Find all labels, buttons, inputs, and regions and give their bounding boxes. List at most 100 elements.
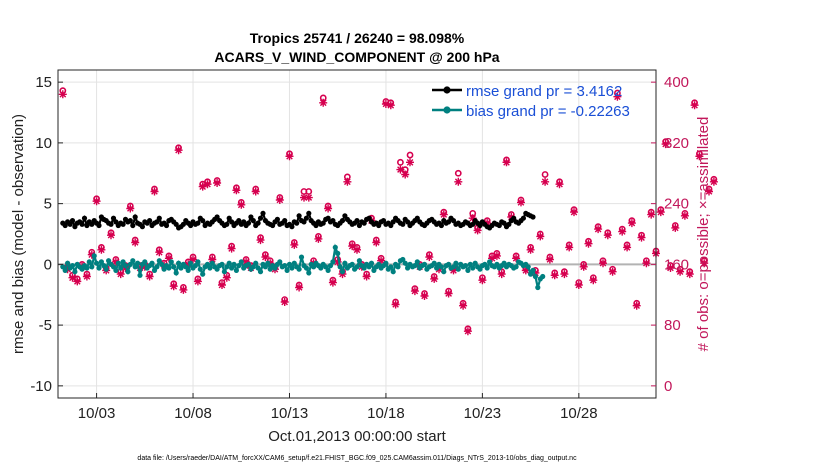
obs-assimilated-point: [555, 180, 564, 189]
rmse-point: [245, 220, 252, 226]
bias-point: [487, 259, 493, 265]
bias-point: [412, 263, 418, 269]
obs-possible-point: [397, 158, 404, 166]
y-left-tick-label: 0: [44, 256, 52, 273]
obs-assimilated-point: [656, 208, 665, 217]
bias-point: [395, 264, 401, 270]
y-right-tick-label: 400: [664, 74, 689, 91]
x-tick-label: 10/08: [174, 405, 212, 422]
obs-assimilated-point: [468, 214, 477, 223]
obs-assimilated-point: [73, 277, 82, 286]
obs-assimilated-point: [671, 223, 680, 232]
obs-assimilated-point: [87, 250, 96, 259]
bias-point: [106, 258, 112, 264]
chart-title-line1: Tropics 25741 / 26240 = 98.098%: [250, 30, 465, 46]
chart-title-line2: ACARS_V_WIND_COMPONENT @ 200 hPa: [214, 49, 499, 65]
rmse-point: [120, 221, 126, 227]
bias-point: [135, 260, 141, 266]
obs-assimilated-point: [314, 234, 323, 243]
bias-point: [192, 263, 198, 269]
bias-point: [168, 259, 174, 265]
y-right-tick-label: 240: [664, 196, 689, 213]
bias-point: [253, 260, 259, 266]
bias-point: [368, 260, 375, 266]
bias-point: [226, 260, 232, 266]
rmse-point: [200, 218, 206, 224]
bias-point: [84, 265, 90, 271]
obs-assimilated-point: [242, 257, 251, 266]
bias-point: [159, 261, 165, 267]
obs-assimilated-point: [410, 287, 419, 296]
obs-assimilated-point: [705, 187, 713, 196]
obs-assimilated-point: [463, 327, 472, 336]
rmse-point: [147, 218, 153, 224]
bias-point: [530, 267, 536, 273]
rmse-point: [530, 214, 536, 220]
rmse-point: [257, 215, 264, 221]
obs-assimilated-point: [107, 231, 115, 240]
bias-point: [306, 270, 312, 276]
bias-point: [383, 260, 389, 266]
rmse-point: [195, 220, 201, 226]
obs-assimilated-point: [700, 259, 709, 268]
bias-point: [277, 259, 283, 265]
obs-assimilated-point: [155, 248, 164, 257]
bias-point: [69, 263, 76, 269]
obs-assimilated-point: [179, 285, 188, 294]
obs-assimilated-point: [690, 101, 699, 110]
bias-point: [94, 260, 100, 266]
bias-point: [289, 265, 295, 271]
bias-point: [282, 263, 288, 269]
bias-point: [207, 265, 213, 271]
obs-assimilated-point: [275, 196, 284, 204]
bias-point: [455, 266, 461, 272]
obs-assimilated-point: [521, 266, 530, 275]
bias-point: [390, 269, 396, 275]
bias-point: [118, 265, 124, 271]
obs-assimilated-point: [232, 186, 241, 195]
rmse-point: [320, 220, 326, 226]
obs-assimilated-point: [435, 265, 443, 274]
rmse-point: [446, 219, 452, 225]
obs-possible-point: [541, 171, 549, 178]
rmse-point: [506, 221, 512, 227]
obs-assimilated-point: [517, 198, 525, 207]
rmse-point: [303, 215, 309, 221]
obs-assimilated-point: [623, 243, 632, 252]
axis-ticks: 10/03 10/08 10/13 10/18 10/23 10/28 -10 -5 0 5 10 1…: [30, 74, 689, 422]
rmse-point: [226, 215, 232, 221]
obs-assimilated-point: [680, 211, 689, 220]
obs-assimilated-point: [227, 244, 236, 253]
rmse-point: [511, 215, 517, 221]
legend: rmse grand pr = 3.4162 bias grand pr = -…: [432, 83, 630, 120]
bias-point: [103, 266, 109, 272]
obs-assimilated-point: [531, 268, 540, 277]
bias-series: [60, 243, 546, 291]
plot-frame: [57, 69, 657, 399]
obs-assimilated-point: [333, 257, 342, 266]
obs-assimilated-point: [661, 140, 670, 149]
obs-assimilated-point: [560, 270, 569, 279]
obs-assimilated-point: [454, 177, 463, 186]
obs-assimilated-point: [285, 152, 294, 161]
bias-point: [98, 259, 104, 265]
rmse-point: [110, 215, 117, 221]
bias-point: [470, 265, 476, 271]
obs-assimilated-point: [343, 177, 352, 186]
obs-assimilated-point: [599, 259, 607, 268]
bias-point: [400, 256, 406, 263]
obs-assimilated-point: [406, 158, 414, 167]
bias-point: [154, 264, 160, 270]
rmse-point: [361, 220, 367, 226]
obs-assimilated-point: [526, 245, 535, 254]
bias-point: [125, 269, 131, 275]
obs-assimilated-point: [459, 301, 468, 310]
rmse-point: [296, 213, 302, 219]
obs-assimilated-point: [430, 274, 439, 283]
obs-assimilated-point: [425, 253, 434, 262]
y-right-tick-label: 80: [664, 317, 681, 334]
bias-point: [195, 259, 201, 265]
bias-point: [115, 260, 121, 266]
bias-point: [535, 284, 541, 291]
